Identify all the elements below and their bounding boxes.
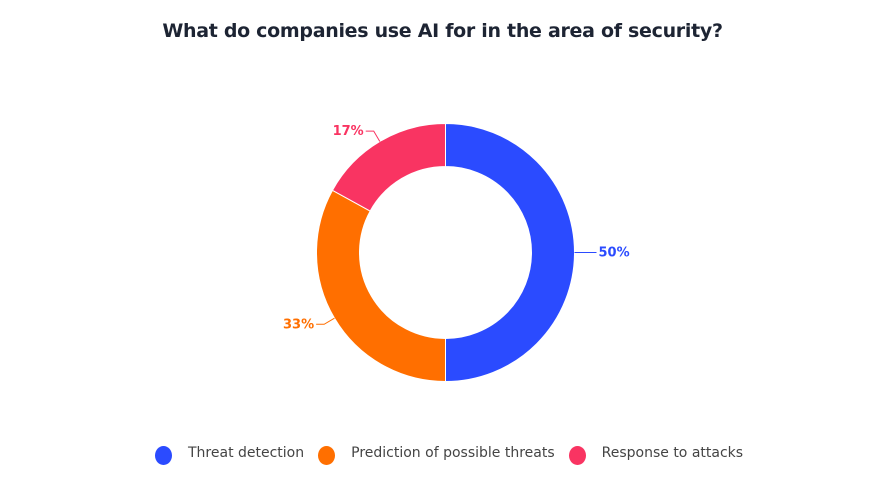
slice-2[interactable]: [331, 122, 446, 212]
slice-0[interactable]: [445, 122, 575, 383]
data-label-2: 17%: [333, 124, 364, 139]
legend-label: Threat detection: [188, 444, 305, 461]
legend-item-threat-detection[interactable]: Threat detection: [155, 440, 304, 465]
legend-swatch: [155, 446, 172, 465]
legend: Threat detection Prediction of possible …: [155, 440, 757, 465]
legend-swatch: [568, 446, 586, 465]
donut-chart: 50% 33% 17%: [283, 122, 630, 383]
data-label-0: 50%: [599, 246, 630, 261]
data-label-1: 33%: [283, 317, 314, 332]
slice-1[interactable]: [316, 189, 446, 383]
legend-swatch: [318, 446, 336, 465]
legend-item-prediction[interactable]: Prediction of possible threats: [318, 440, 555, 465]
legend-label: Prediction of possible threats: [351, 444, 555, 461]
chart-title: What do companies use AI for in the area…: [162, 20, 723, 42]
legend-label: Response to attacks: [601, 444, 744, 461]
legend-item-response[interactable]: Response to attacks: [568, 440, 744, 465]
leader-line-2: [365, 130, 381, 142]
leader-line-1: [316, 317, 335, 325]
